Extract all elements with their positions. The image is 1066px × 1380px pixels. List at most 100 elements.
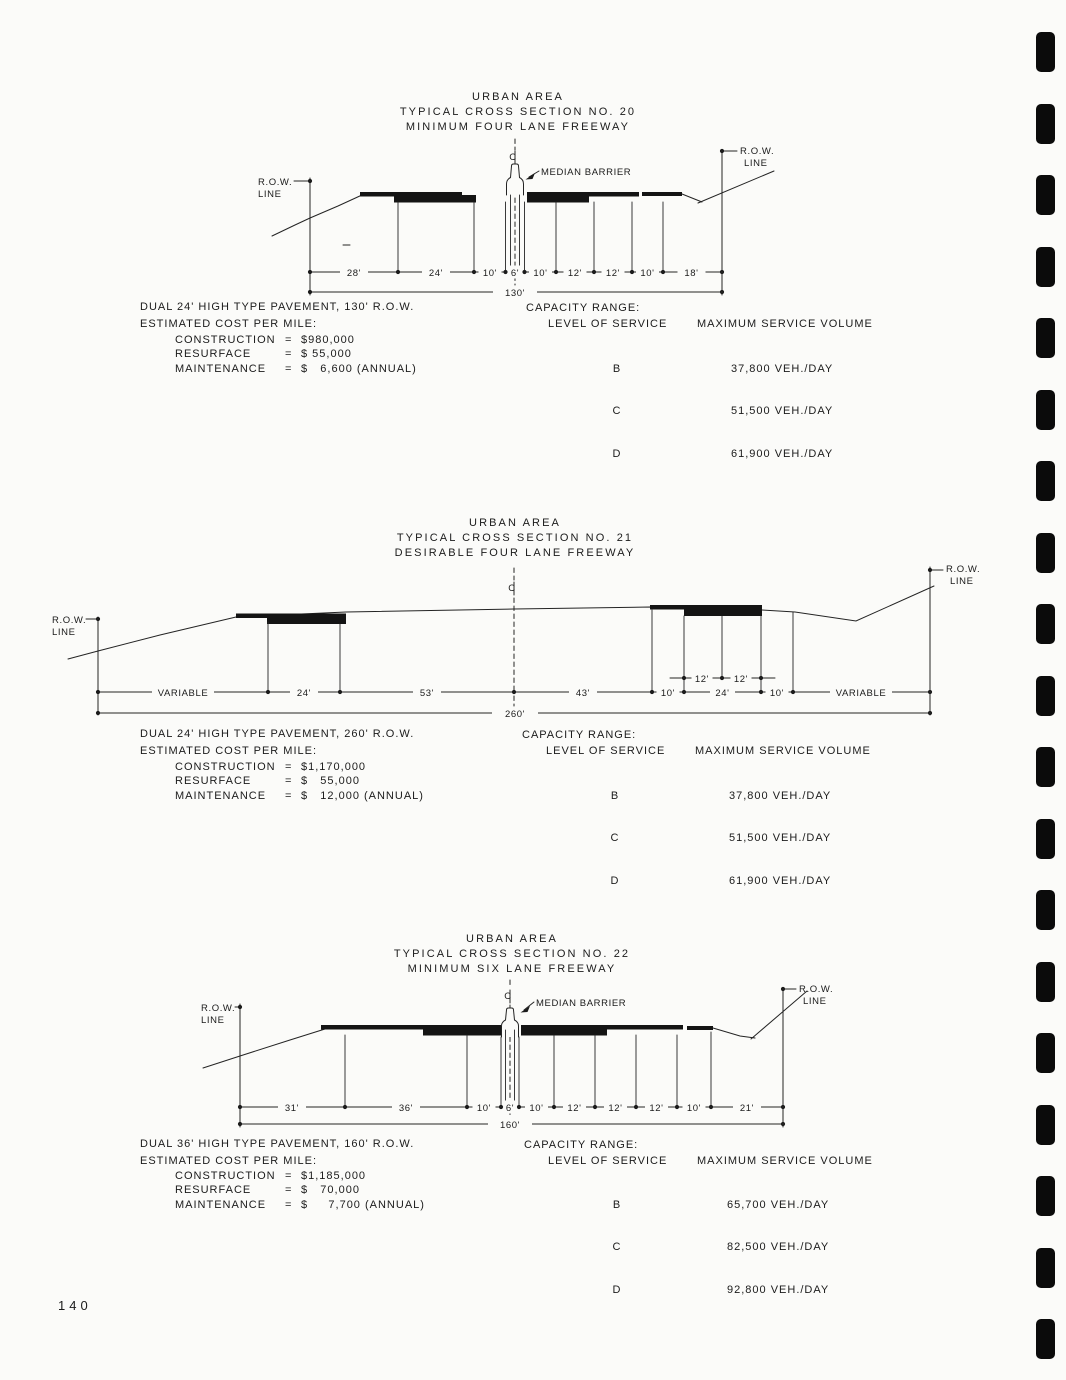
svg-text:12': 12' — [608, 1103, 622, 1114]
cost-heading: ESTIMATED COST PER MILE: — [140, 1155, 318, 1167]
row-label: LINE — [258, 189, 282, 200]
dimension-line: 31' 36' 10' 6' 10' 12' 12' 12' 10' 21' — [237, 1100, 786, 1114]
volume-column: 37,800 VEH./DAY 51,500 VEH./DAY 61,900 V… — [731, 362, 834, 461]
cross-section-22-diagram: R.O.W. LINE C — [201, 979, 833, 1131]
svg-text:28': 28' — [347, 268, 361, 279]
title-line: URBAN AREA — [469, 517, 561, 529]
title-line: TYPICAL CROSS SECTION NO. 21 — [396, 532, 634, 544]
binding-mark — [1036, 175, 1055, 215]
row-label: LINE — [803, 996, 827, 1007]
cost-item: MAINTENANCE — [175, 789, 267, 802]
cost-value: $ 7,700 (ANNUAL) — [301, 1198, 425, 1211]
cost-value: $ 12,000 (ANNUAL) — [301, 789, 424, 802]
volume-header: MAXIMUM SERVICE VOLUME — [697, 318, 873, 330]
capacity-heading: CAPACITY RANGE: — [524, 1139, 639, 1151]
row-line-left: R.O.W. LINE — [52, 615, 101, 716]
svg-text:18': 18' — [684, 268, 698, 279]
volume-column: 65,700 VEH./DAY 82,500 VEH./DAY 92,800 V… — [727, 1198, 830, 1297]
cost-value: $1,170,000 — [301, 761, 367, 773]
pavement-slabs — [236, 605, 762, 624]
cost-value: $ 55,000 — [301, 775, 360, 788]
svg-text:130': 130' — [505, 288, 525, 299]
cost-item: RESURFACE — [175, 775, 252, 788]
svg-text:6': 6' — [506, 1103, 514, 1114]
ground-line — [67, 585, 935, 660]
overall-dimension: 260' — [95, 706, 933, 720]
cost-item: RESURFACE — [175, 1184, 252, 1197]
binding-mark — [1036, 747, 1055, 787]
pavement-slabs — [321, 1025, 713, 1036]
volume-header: MAXIMUM SERVICE VOLUME — [697, 1155, 873, 1167]
cost-item: MAINTENANCE — [175, 362, 267, 375]
extension-lines — [267, 609, 794, 693]
level-header: LEVEL OF SERVICE — [546, 745, 666, 757]
cost-value: $1,185,000 — [301, 1170, 367, 1182]
title-line: MINIMUM SIX LANE FREEWAY — [407, 963, 617, 975]
binding-mark — [1036, 1033, 1055, 1073]
volume-header: MAXIMUM SERVICE VOLUME — [695, 745, 871, 757]
svg-text:10': 10' — [687, 1103, 701, 1114]
binding-mark — [1036, 389, 1055, 430]
section-title: URBAN AREA TYPICAL CROSS SECTION NO. 22 … — [327, 932, 697, 977]
level-column: B C D — [612, 1198, 622, 1297]
binding-mark — [1036, 1176, 1055, 1216]
cross-section-20-diagram: R.O.W. LINE — [258, 138, 775, 299]
title-line: DESIRABLE FOUR LANE FREEWAY — [394, 547, 636, 559]
row-label: LINE — [950, 576, 974, 587]
cost-value: $ 55,000 — [301, 348, 352, 361]
binding-mark — [1036, 890, 1055, 930]
ground-line — [271, 170, 775, 246]
binding-mark — [1036, 532, 1055, 573]
svg-text:12': 12' — [606, 268, 620, 279]
arrowhead-icon — [525, 173, 535, 180]
extension-lines — [344, 1029, 712, 1108]
cost-value: $980,000 — [301, 334, 355, 346]
svg-text:VARIABLE: VARIABLE — [158, 688, 209, 699]
median-barrier-label: MEDIAN BARRIER — [536, 998, 626, 1009]
section-title: URBAN AREA TYPICAL CROSS SECTION NO. 21 … — [330, 516, 700, 561]
row-line-left: R.O.W. LINE — [201, 1003, 243, 1128]
svg-text:10': 10' — [770, 688, 784, 699]
svg-text:C: C — [509, 152, 516, 163]
row-line-right: R.O.W. LINE — [719, 146, 774, 296]
binding-mark — [1036, 1104, 1055, 1145]
svg-text:43': 43' — [576, 688, 590, 699]
cost-heading: ESTIMATED COST PER MILE: — [140, 745, 318, 757]
row-line-right: R.O.W. LINE — [927, 564, 980, 716]
row-label: R.O.W. — [201, 1003, 235, 1014]
row-label: R.O.W. — [799, 984, 833, 995]
median-barrier: MEDIAN BARRIER — [506, 163, 631, 196]
title-line: MINIMUM FOUR LANE FREEWAY — [405, 121, 631, 133]
row-label: LINE — [52, 627, 76, 638]
svg-text:12': 12' — [734, 674, 748, 685]
cost-item: CONSTRUCTION — [175, 761, 276, 773]
title-line: URBAN AREA — [466, 933, 558, 945]
level-column: B C D — [612, 362, 622, 461]
binding-mark — [1036, 32, 1055, 72]
svg-text:10': 10' — [483, 268, 497, 279]
cross-section-21-diagram: R.O.W. LINE C — [52, 564, 980, 720]
binding-mark — [1036, 604, 1055, 644]
row-line-left: R.O.W. LINE — [258, 177, 313, 296]
extension-lines — [397, 194, 664, 273]
cost-value: $ 6,600 (ANNUAL) — [301, 362, 417, 375]
binding-mark — [1036, 246, 1055, 287]
volume-column: 37,800 VEH./DAY 51,500 VEH./DAY 61,900 V… — [729, 789, 832, 888]
binding-mark — [1036, 1319, 1055, 1359]
svg-text:31': 31' — [285, 1103, 299, 1114]
overall-dimension: 160' — [237, 1117, 786, 1131]
svg-text:VARIABLE: VARIABLE — [836, 688, 887, 699]
svg-text:10': 10' — [477, 1103, 491, 1114]
row-label: R.O.W. — [946, 564, 980, 575]
capacity-heading: CAPACITY RANGE: — [526, 302, 641, 314]
row-label: LINE — [744, 158, 768, 169]
binding-mark — [1036, 818, 1055, 859]
svg-text:C: C — [508, 583, 515, 594]
capacity-heading: CAPACITY RANGE: — [522, 729, 637, 741]
svg-text:260': 260' — [505, 709, 525, 720]
binding-mark — [1036, 103, 1055, 144]
cost-item: CONSTRUCTION — [175, 1170, 276, 1182]
pavement-note: DUAL 24' HIGH TYPE PAVEMENT, 260' R.O.W. — [140, 728, 415, 740]
cost-table: CONSTRUCTION = $980,000 RESURFACE = $ 55,000… — [175, 334, 417, 375]
cost-table: CONSTRUCTION = $1,170,000 RESURFACE = $ 55,0… — [175, 761, 424, 802]
